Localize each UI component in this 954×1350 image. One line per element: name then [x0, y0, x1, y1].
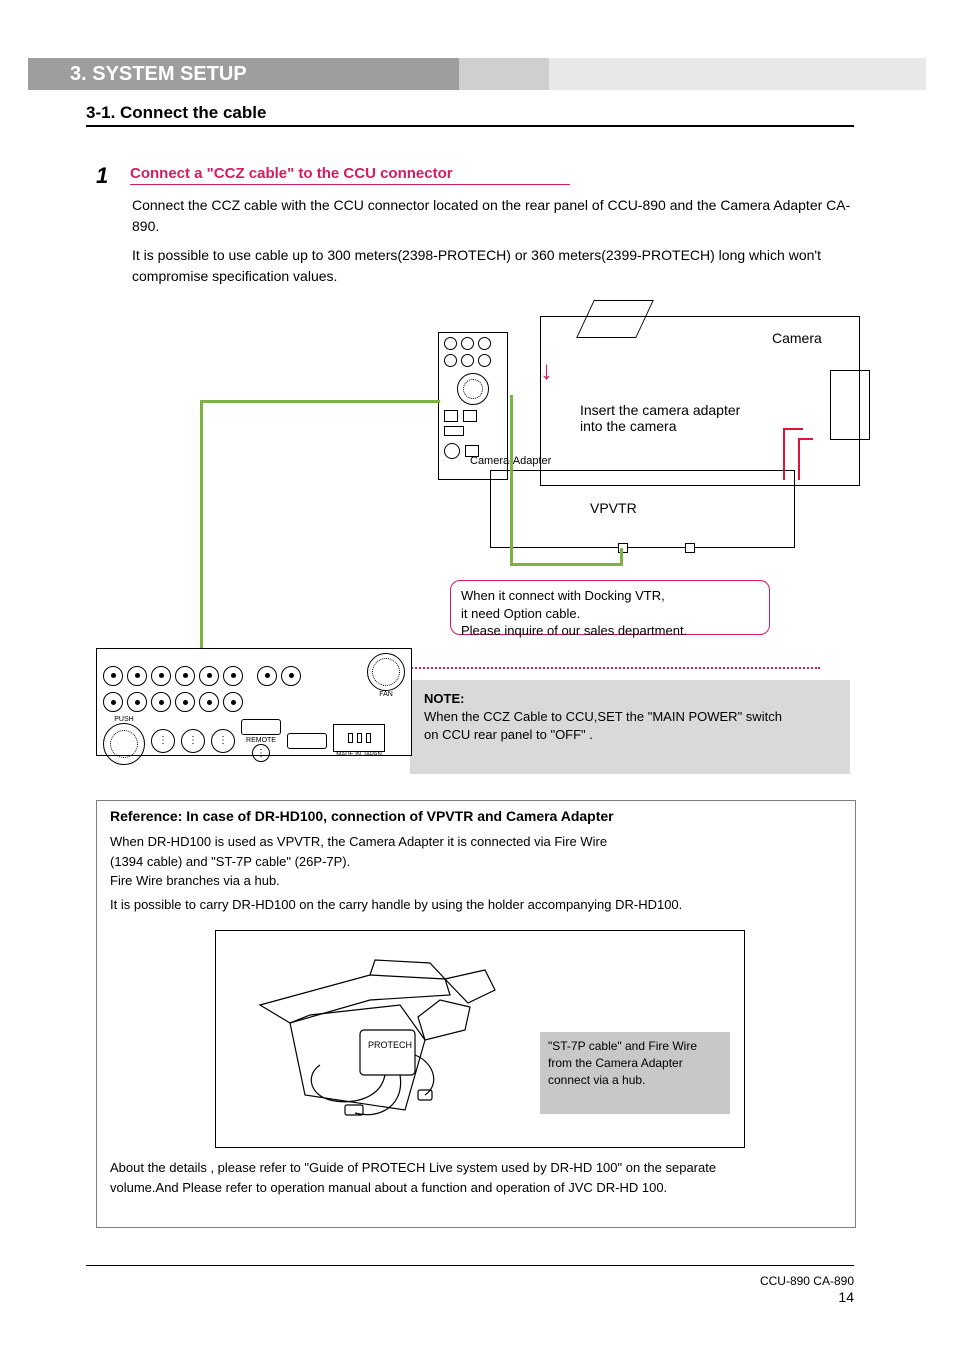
vtr-label: VPVTR: [590, 500, 637, 516]
red-cable-2h: [798, 438, 813, 440]
green-cable-ca-h: [510, 563, 623, 566]
red-cable-1: [783, 428, 785, 480]
green-cable-ca-v: [510, 395, 513, 565]
insert-label: Insert the camera adapter into the camer…: [580, 402, 740, 434]
footer-rule: [86, 1265, 854, 1266]
body-paragraph-2: It is possible to use cable up to 300 me…: [132, 245, 852, 287]
option-cable-note-text: When it connect with Docking VTR, it nee…: [461, 588, 687, 638]
footer-page-number: 14: [838, 1289, 854, 1305]
section-rule: [86, 125, 854, 127]
chapter-title: 3. SYSTEM SETUP: [70, 63, 247, 86]
reference-paragraph-2: It is possible to carry DR-HD100 on the …: [110, 895, 840, 915]
vtr-block-shape: [490, 470, 795, 548]
step-number: 1: [96, 163, 108, 189]
remote-jack-icon: [252, 744, 270, 762]
insert-arrow-icon: ↓: [540, 355, 553, 386]
vtr-port-2: [685, 543, 695, 553]
section-title: 3-1. Connect the cable: [86, 103, 266, 123]
reference-inner-gray-box: "ST-7P cable" and Fire Wire from the Cam…: [540, 1032, 730, 1114]
camera-label: Camera: [772, 330, 822, 346]
fan-label: FAN: [367, 691, 405, 698]
footer-product: CCU-890 CA-890: [760, 1274, 854, 1288]
xlr-2-icon: [181, 729, 205, 753]
ccu-multipin-connector-icon: [103, 723, 145, 765]
made-in-japan-label: MADE IN JAPAN: [333, 752, 385, 758]
svg-text:PROTECH: PROTECH: [368, 1040, 412, 1050]
reference-last-paragraph: About the details , please refer to "Gui…: [110, 1158, 840, 1197]
xlr-1-icon: [151, 729, 175, 753]
reference-paragraph-1: When DR-HD100 is used as VPVTR, the Came…: [110, 832, 840, 891]
dsub-2-icon: [287, 733, 327, 749]
red-cable-2: [798, 438, 800, 480]
body-paragraph-1: Connect the CCZ cable with the CCU conne…: [132, 195, 852, 237]
ccu-rear-panel: FAN PUSH REMOTE MADE IN JAPAN: [96, 648, 412, 756]
lens-mount-shape: [830, 370, 870, 440]
option-cable-note-box: When it connect with Docking VTR, it nee…: [450, 580, 770, 635]
dsub-1-icon: [241, 719, 281, 735]
note-box: NOTE: When the CCZ Cable to CCU,SET the …: [410, 680, 850, 774]
fan-icon: [367, 653, 405, 691]
camcorder-illustration: PROTECH: [250, 945, 510, 1135]
iec-inlet-icon: [333, 724, 385, 752]
ca-ccu-connector-icon: [457, 373, 489, 405]
reference-inner-text: "ST-7P cable" and Fire Wire from the Cam…: [548, 1039, 697, 1087]
push-label: PUSH: [103, 716, 145, 723]
note-title: NOTE:: [424, 691, 464, 706]
remote-label: REMOTE: [241, 737, 281, 744]
green-cable-long-h1: [200, 400, 440, 403]
green-cable-ca-v2: [620, 548, 623, 564]
reference-title: Reference: In case of DR-HD100, connecti…: [110, 808, 614, 824]
xlr-3-icon: [211, 729, 235, 753]
step-heading: Connect a "CCZ cable" to the CCU connect…: [130, 165, 570, 185]
red-cable-1h: [783, 428, 803, 430]
note-body: When the CCZ Cable to CCU,SET the "MAIN …: [424, 709, 782, 742]
